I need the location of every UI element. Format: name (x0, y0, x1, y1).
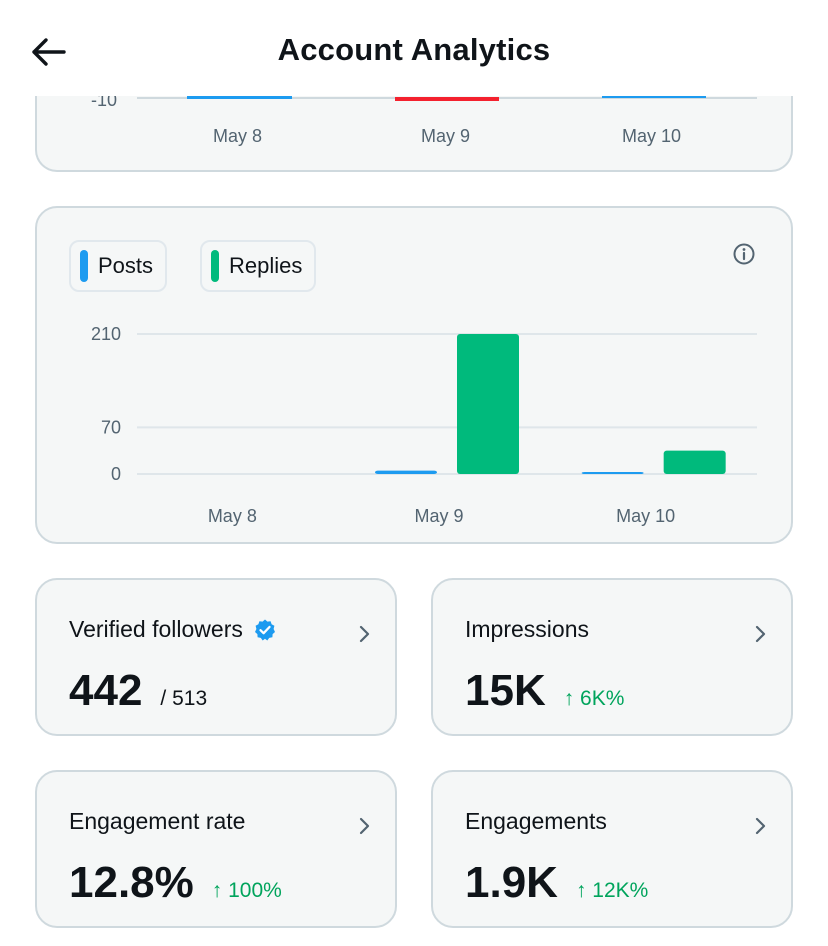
posts-replies-chart-card: Posts Replies 210 70 0 May 8 May 9 May 10 (35, 206, 793, 544)
stat-change: ↑ 6K% (563, 687, 625, 710)
y-tick-label: 0 (111, 464, 121, 484)
stat-value: 442 (69, 666, 143, 715)
stat-change: ↑ 100% (211, 879, 282, 902)
stat-label: Impressions (465, 616, 589, 642)
x-tick-label: May 8 (213, 126, 263, 146)
stat-label: Engagement rate (69, 808, 246, 834)
stat-value-row: 12.8% ↑ 100% (69, 858, 282, 908)
posts-swatch (80, 250, 88, 282)
top-chart-plot (137, 95, 757, 101)
legend-replies-label: Replies (229, 253, 303, 278)
x-tick-label: May 8 (208, 506, 257, 526)
y-tick-label: 70 (101, 417, 121, 437)
page-title: Account Analytics (277, 32, 551, 67)
x-tick-label: May 9 (414, 506, 463, 526)
y-tick-label: 210 (91, 324, 121, 344)
replies-swatch (211, 250, 219, 282)
stat-value-row: 15K ↑ 6K% (465, 666, 624, 716)
stat-card-verified-followers[interactable]: Verified followers 442 / 513 (35, 578, 397, 736)
bar-replies-may-10 (663, 450, 726, 474)
stat-change: ↑ 12K% (575, 879, 649, 902)
legend-replies[interactable]: Replies (200, 240, 317, 292)
stat-value: 15K (465, 666, 546, 715)
back-button[interactable] (26, 30, 70, 74)
stat-card-impressions[interactable]: Impressions 15K ↑ 6K% (431, 578, 793, 736)
legend-posts[interactable]: Posts (69, 240, 168, 292)
stat-card-engagement-rate[interactable]: Engagement rate 12.8% ↑ 100% (35, 770, 397, 928)
header: Account Analytics (0, 0, 828, 96)
stat-label-text: Verified followers (69, 616, 243, 642)
stat-label: Verified followers (69, 616, 277, 643)
x-tick-label: May 10 (616, 506, 675, 526)
stat-value: 1.9K (465, 858, 558, 907)
bar-may-10 (602, 95, 706, 98)
verified-badge-icon (254, 619, 275, 640)
info-button[interactable] (731, 241, 757, 267)
x-tick-label: May 9 (421, 126, 471, 146)
stat-total: / 513 (160, 687, 208, 710)
bar-posts-may-9 (375, 470, 437, 474)
legend-posts-label: Posts (98, 253, 154, 278)
stat-label: Engagements (465, 808, 607, 834)
bar-replies-may-9 (457, 334, 519, 474)
stat-value-row: 1.9K ↑ 12K% (465, 858, 648, 908)
x-tick-label: May 10 (622, 126, 682, 146)
bar-may-9 (395, 97, 499, 101)
bar-posts-may-10 (581, 472, 644, 474)
chevron-right-icon (755, 625, 766, 643)
chevron-right-icon (755, 817, 766, 835)
chevron-right-icon (359, 817, 370, 835)
info-icon (733, 243, 755, 265)
arrow-left-icon (32, 38, 66, 66)
bar-may-8 (187, 96, 292, 99)
chevron-right-icon (359, 625, 370, 643)
stat-card-engagements[interactable]: Engagements 1.9K ↑ 12K% (431, 770, 793, 928)
bar-chart: 210 70 0 May 8 May 9 May 10 (91, 324, 757, 526)
stat-value-row: 442 / 513 (69, 666, 207, 716)
stat-value: 12.8% (69, 858, 194, 907)
